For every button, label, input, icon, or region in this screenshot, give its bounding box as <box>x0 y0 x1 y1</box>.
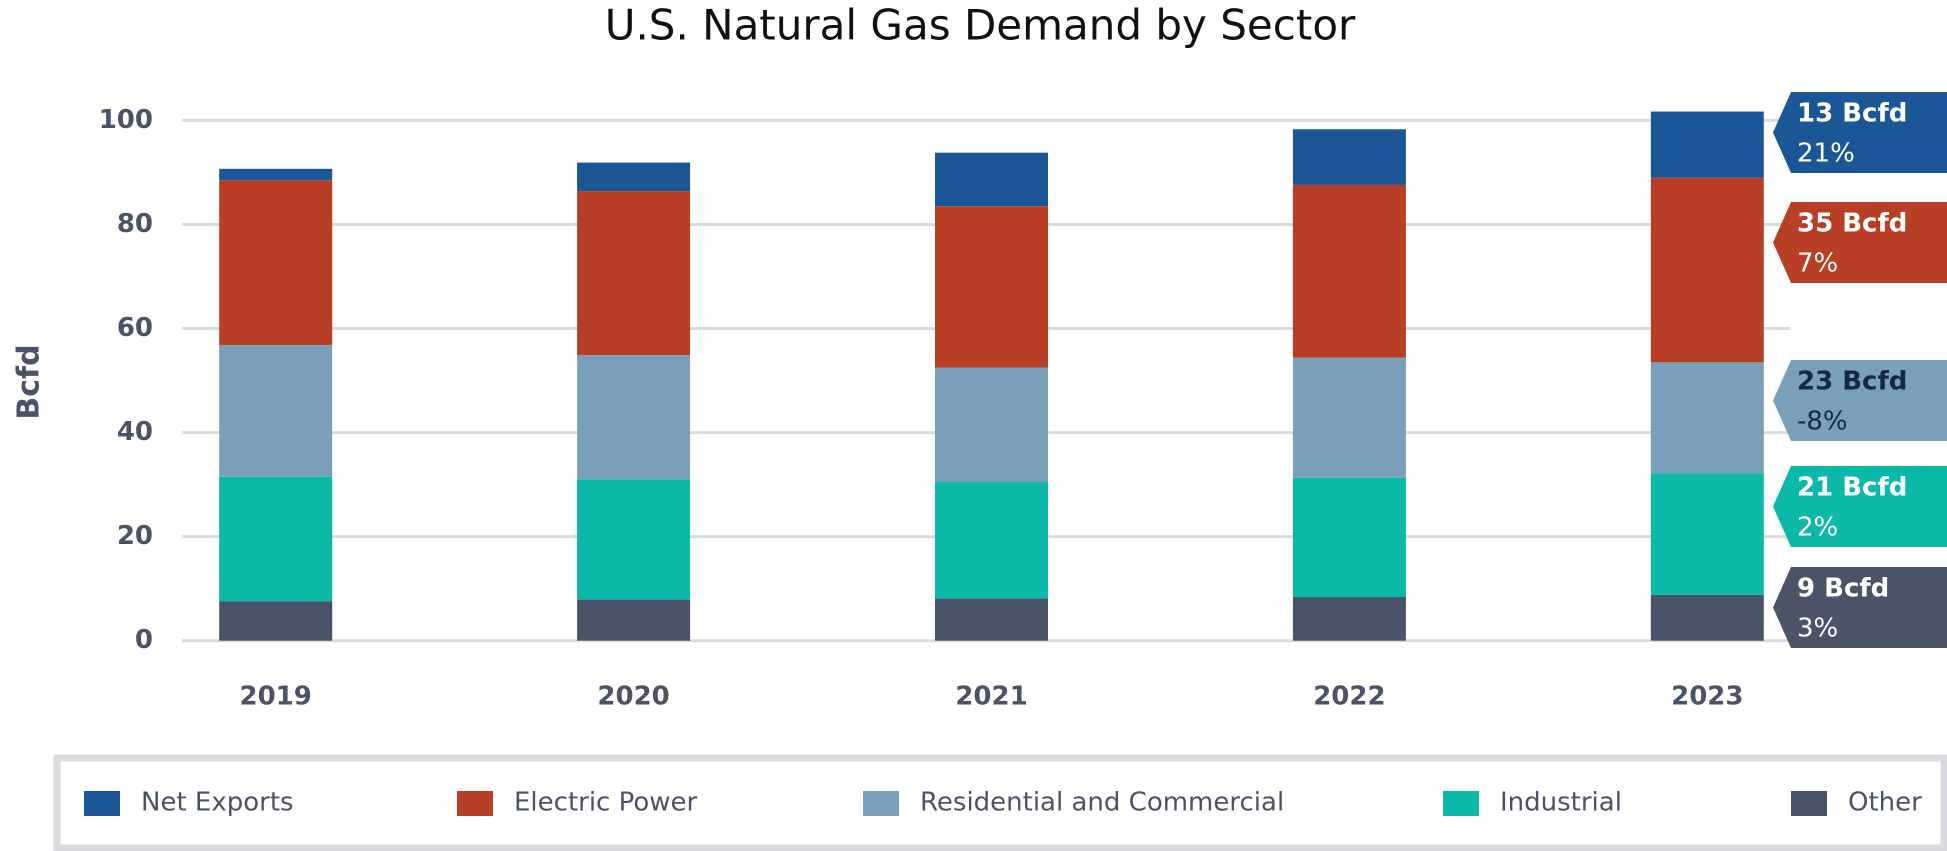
bar-segment <box>219 601 333 641</box>
y-tick-label: 80 <box>117 209 153 239</box>
annotation-change: 7% <box>1797 249 1838 279</box>
bar-segment <box>1292 129 1406 185</box>
bar-segment <box>1650 177 1764 363</box>
bar-segment <box>219 345 333 477</box>
bar-segment <box>219 168 333 181</box>
annotation-label: 9 Bcfd <box>1797 574 1889 604</box>
bar-segment <box>1292 477 1406 597</box>
bar-segment <box>1650 473 1764 595</box>
legend-swatch <box>84 791 120 816</box>
bar-segment <box>1650 111 1764 178</box>
bar-segment <box>1650 594 1764 641</box>
bar-segment <box>577 191 691 356</box>
y-tick-label: 100 <box>99 105 153 135</box>
annotation-box <box>1773 92 1947 173</box>
bar-segment <box>1292 596 1406 641</box>
annotation-box <box>1773 567 1947 648</box>
bar-segment <box>577 162 691 192</box>
chart-title: U.S. Natural Gas Demand by Sector <box>605 1 1356 50</box>
legend-swatch <box>863 791 899 816</box>
legend-label: Other <box>1848 788 1922 818</box>
legend-swatch <box>1791 791 1827 816</box>
annotation-label: 23 Bcfd <box>1797 367 1907 397</box>
bar-segment <box>1650 362 1764 474</box>
x-tick-label: 2023 <box>1671 682 1743 712</box>
annotation-box <box>1773 202 1947 283</box>
legend-label: Industrial <box>1500 788 1622 818</box>
bar-segment <box>935 367 1048 483</box>
bar-segment <box>577 355 691 480</box>
x-tick-label: 2021 <box>955 682 1027 712</box>
y-tick-label: 60 <box>117 313 153 343</box>
annotation-label: 13 Bcfd <box>1797 99 1907 129</box>
legend-label: Net Exports <box>141 788 294 818</box>
annotation-label: 21 Bcfd <box>1797 473 1907 503</box>
bar-segment <box>935 482 1048 599</box>
legend-box <box>53 754 1947 851</box>
bar-segment <box>219 476 333 602</box>
legend-label: Electric Power <box>514 788 698 818</box>
bar-segment <box>1292 184 1406 358</box>
y-tick-label: 0 <box>135 625 153 655</box>
annotation-box <box>1773 360 1947 441</box>
annotation-change: 21% <box>1797 139 1855 169</box>
bar-segment <box>935 206 1048 368</box>
y-tick-label: 40 <box>117 417 153 447</box>
legend-swatch <box>457 791 493 816</box>
annotation-label: 35 Bcfd <box>1797 209 1907 239</box>
x-tick-label: 2022 <box>1313 682 1385 712</box>
bar-segment <box>219 180 333 346</box>
bar-segment <box>1292 357 1406 478</box>
y-axis-label: Bcfd <box>12 344 47 419</box>
annotation-change: 3% <box>1797 614 1838 644</box>
legend-swatch <box>1443 791 1479 816</box>
bar-segment <box>577 599 691 641</box>
annotation-box <box>1773 466 1947 547</box>
x-tick-label: 2020 <box>597 682 669 712</box>
annotation-change: 2% <box>1797 513 1838 543</box>
x-tick-label: 2019 <box>240 682 312 712</box>
bar-segment <box>577 479 691 600</box>
y-tick-label: 20 <box>117 521 153 551</box>
annotation-change: -8% <box>1797 407 1848 437</box>
legend-label: Residential and Commercial <box>920 788 1284 818</box>
bar-segment <box>935 598 1048 641</box>
bar-segment <box>935 152 1048 207</box>
